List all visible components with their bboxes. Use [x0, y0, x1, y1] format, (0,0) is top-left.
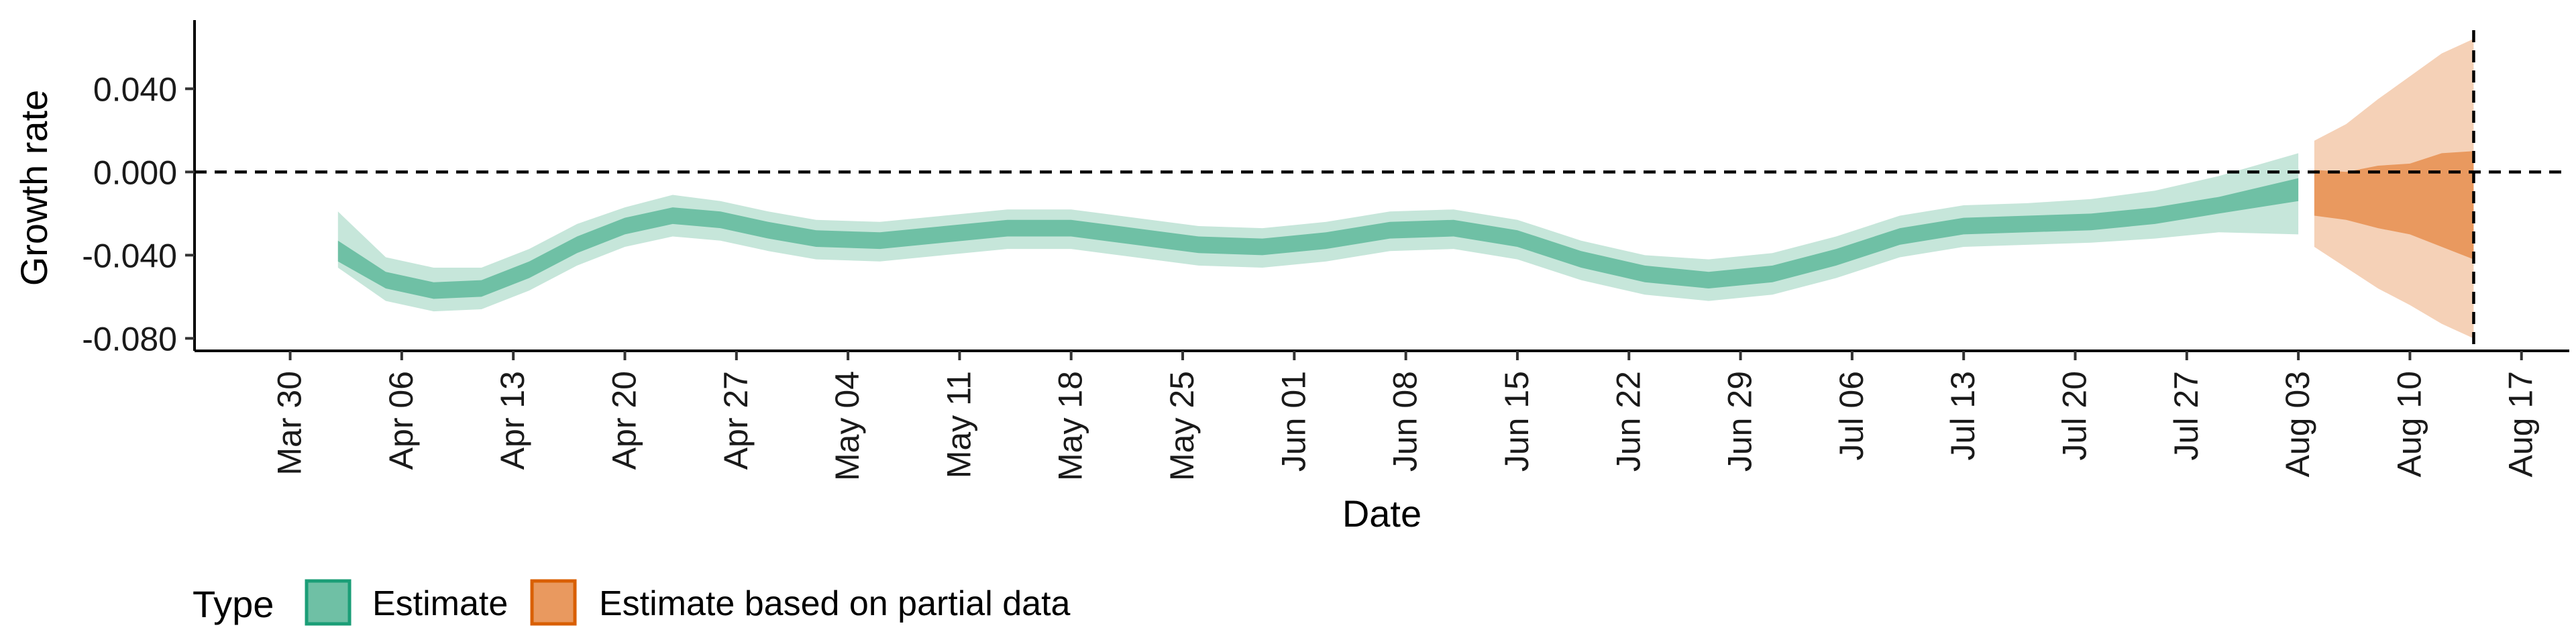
y-tick-label: 0.040 [93, 70, 177, 108]
x-tick-label: Jun 01 [1275, 371, 1312, 472]
y-tick-label: -0.040 [82, 237, 177, 274]
x-tick-label: May 04 [828, 371, 866, 481]
y-tick-label: 0.000 [93, 154, 177, 191]
x-tick-label: Aug 17 [2502, 371, 2540, 477]
x-tick-label: Apr 27 [717, 371, 755, 470]
plot-area [195, 30, 2569, 351]
y-tick-label: -0.080 [82, 320, 177, 358]
x-tick-label: Jul 13 [1944, 371, 1982, 460]
legend-key-partial [530, 579, 577, 626]
y-axis-title: Growth rate [13, 90, 55, 286]
x-tick-label: Mar 30 [271, 371, 309, 476]
x-tick-label: May 18 [1052, 371, 1089, 481]
x-tick-label: Jun 15 [1498, 371, 1536, 472]
legend-title: Type [193, 583, 274, 625]
x-tick-label: Jul 06 [1833, 371, 1870, 460]
x-tick-label: Aug 03 [2279, 371, 2316, 477]
x-tick-label: Jun 08 [1387, 371, 1424, 472]
legend-key-estimate [305, 579, 352, 626]
band-50-estimate [337, 178, 2299, 299]
x-tick-label: Jul 20 [2055, 371, 2093, 460]
band-50-partial [2314, 151, 2474, 260]
legend-label-estimate: Estimate [372, 584, 508, 623]
legend-label-partial: Estimate based on partial data [599, 584, 1071, 623]
x-axis-title: Date [1342, 492, 1421, 535]
x-tick-label: Jun 22 [1609, 371, 1647, 472]
x-tick-label: May 11 [940, 371, 977, 478]
x-tick-label: Jun 29 [1721, 371, 1759, 472]
x-tick-label: May 25 [1163, 371, 1201, 481]
x-tick-label: Jul 27 [2167, 371, 2205, 460]
x-tick-label: Apr 06 [382, 371, 420, 470]
y-axis: -0.080 -0.040 0.000 0.040 [82, 20, 196, 358]
x-tick-label: Apr 20 [605, 371, 643, 470]
x-tick-label: Apr 13 [494, 371, 531, 470]
legend: Type Estimate Estimate based on partial … [193, 579, 1071, 626]
x-tick-label: Aug 10 [2390, 371, 2428, 477]
x-axis: Mar 30 Apr 06 Apr 13 Apr 20 Apr 27 May 04 May … [195, 350, 2569, 481]
